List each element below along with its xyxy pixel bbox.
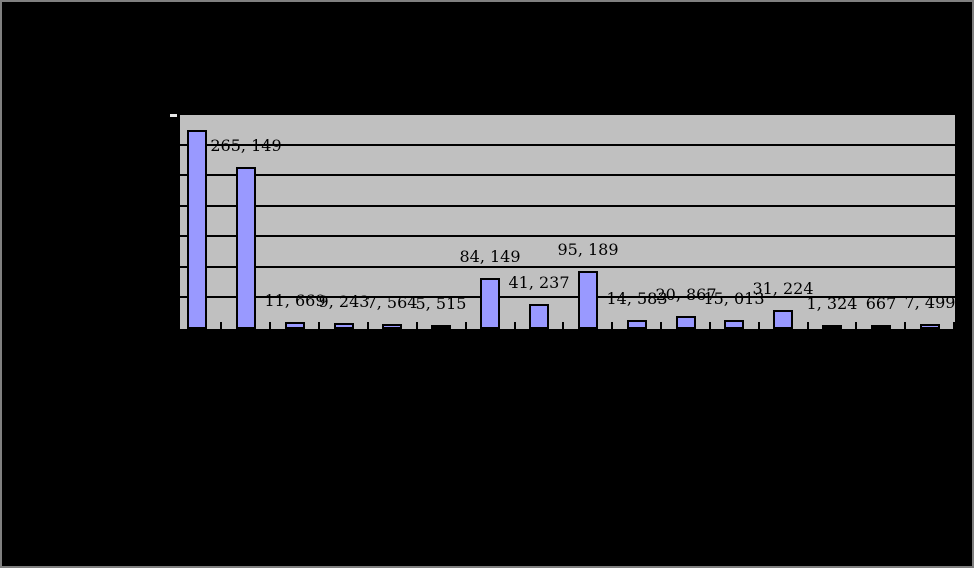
- bar: [480, 278, 500, 329]
- gridline: [180, 205, 955, 207]
- bar: [236, 167, 256, 329]
- bar: [724, 320, 744, 329]
- axis-tick: [611, 322, 613, 329]
- x-axis: [176, 329, 957, 332]
- gridline: [180, 266, 955, 268]
- axis-tick: [318, 322, 320, 329]
- bar: [382, 324, 402, 329]
- axis-tick: [416, 322, 418, 329]
- gridline: [180, 174, 955, 176]
- axis-tick: [855, 322, 857, 329]
- axis-tick: [562, 322, 564, 329]
- plot-area: 265, 149 11, 669 9, 243 7, 564 5, 515 84, 149…: [180, 115, 955, 329]
- bar: [285, 322, 305, 329]
- bar-data-label: 95, 189: [557, 240, 619, 259]
- bar: [871, 325, 891, 329]
- bar: [773, 310, 793, 329]
- bar-data-label: 84, 149: [459, 247, 521, 266]
- bar: [578, 271, 598, 329]
- bar: [529, 304, 549, 329]
- axis-tick: [758, 322, 760, 329]
- bar: [431, 325, 451, 329]
- gridline: [180, 296, 955, 298]
- gridline: [180, 144, 955, 146]
- axis-tick: [269, 322, 271, 329]
- axis-tick: [660, 322, 662, 329]
- axis-tick: [904, 322, 906, 329]
- bar: [920, 324, 940, 329]
- bar: [187, 130, 207, 329]
- axis-tick: [953, 322, 955, 329]
- axis-tick: [465, 322, 467, 329]
- bar: [676, 316, 696, 329]
- bar-data-label: 15, 013: [703, 289, 765, 308]
- bar-data-label: 9, 243: [318, 292, 370, 311]
- axis-tick: [367, 322, 369, 329]
- axis-tick: [220, 322, 222, 329]
- bar: [334, 323, 354, 329]
- gridline: [180, 235, 955, 237]
- axis-tick: [514, 322, 516, 329]
- y-axis: [176, 114, 180, 332]
- axis-tick: [807, 322, 809, 329]
- bar: [627, 320, 647, 329]
- bar-data-label: 20, 867: [655, 285, 717, 304]
- bar: [822, 325, 842, 329]
- axis-tick: [709, 322, 711, 329]
- artifact-mark: [170, 114, 177, 117]
